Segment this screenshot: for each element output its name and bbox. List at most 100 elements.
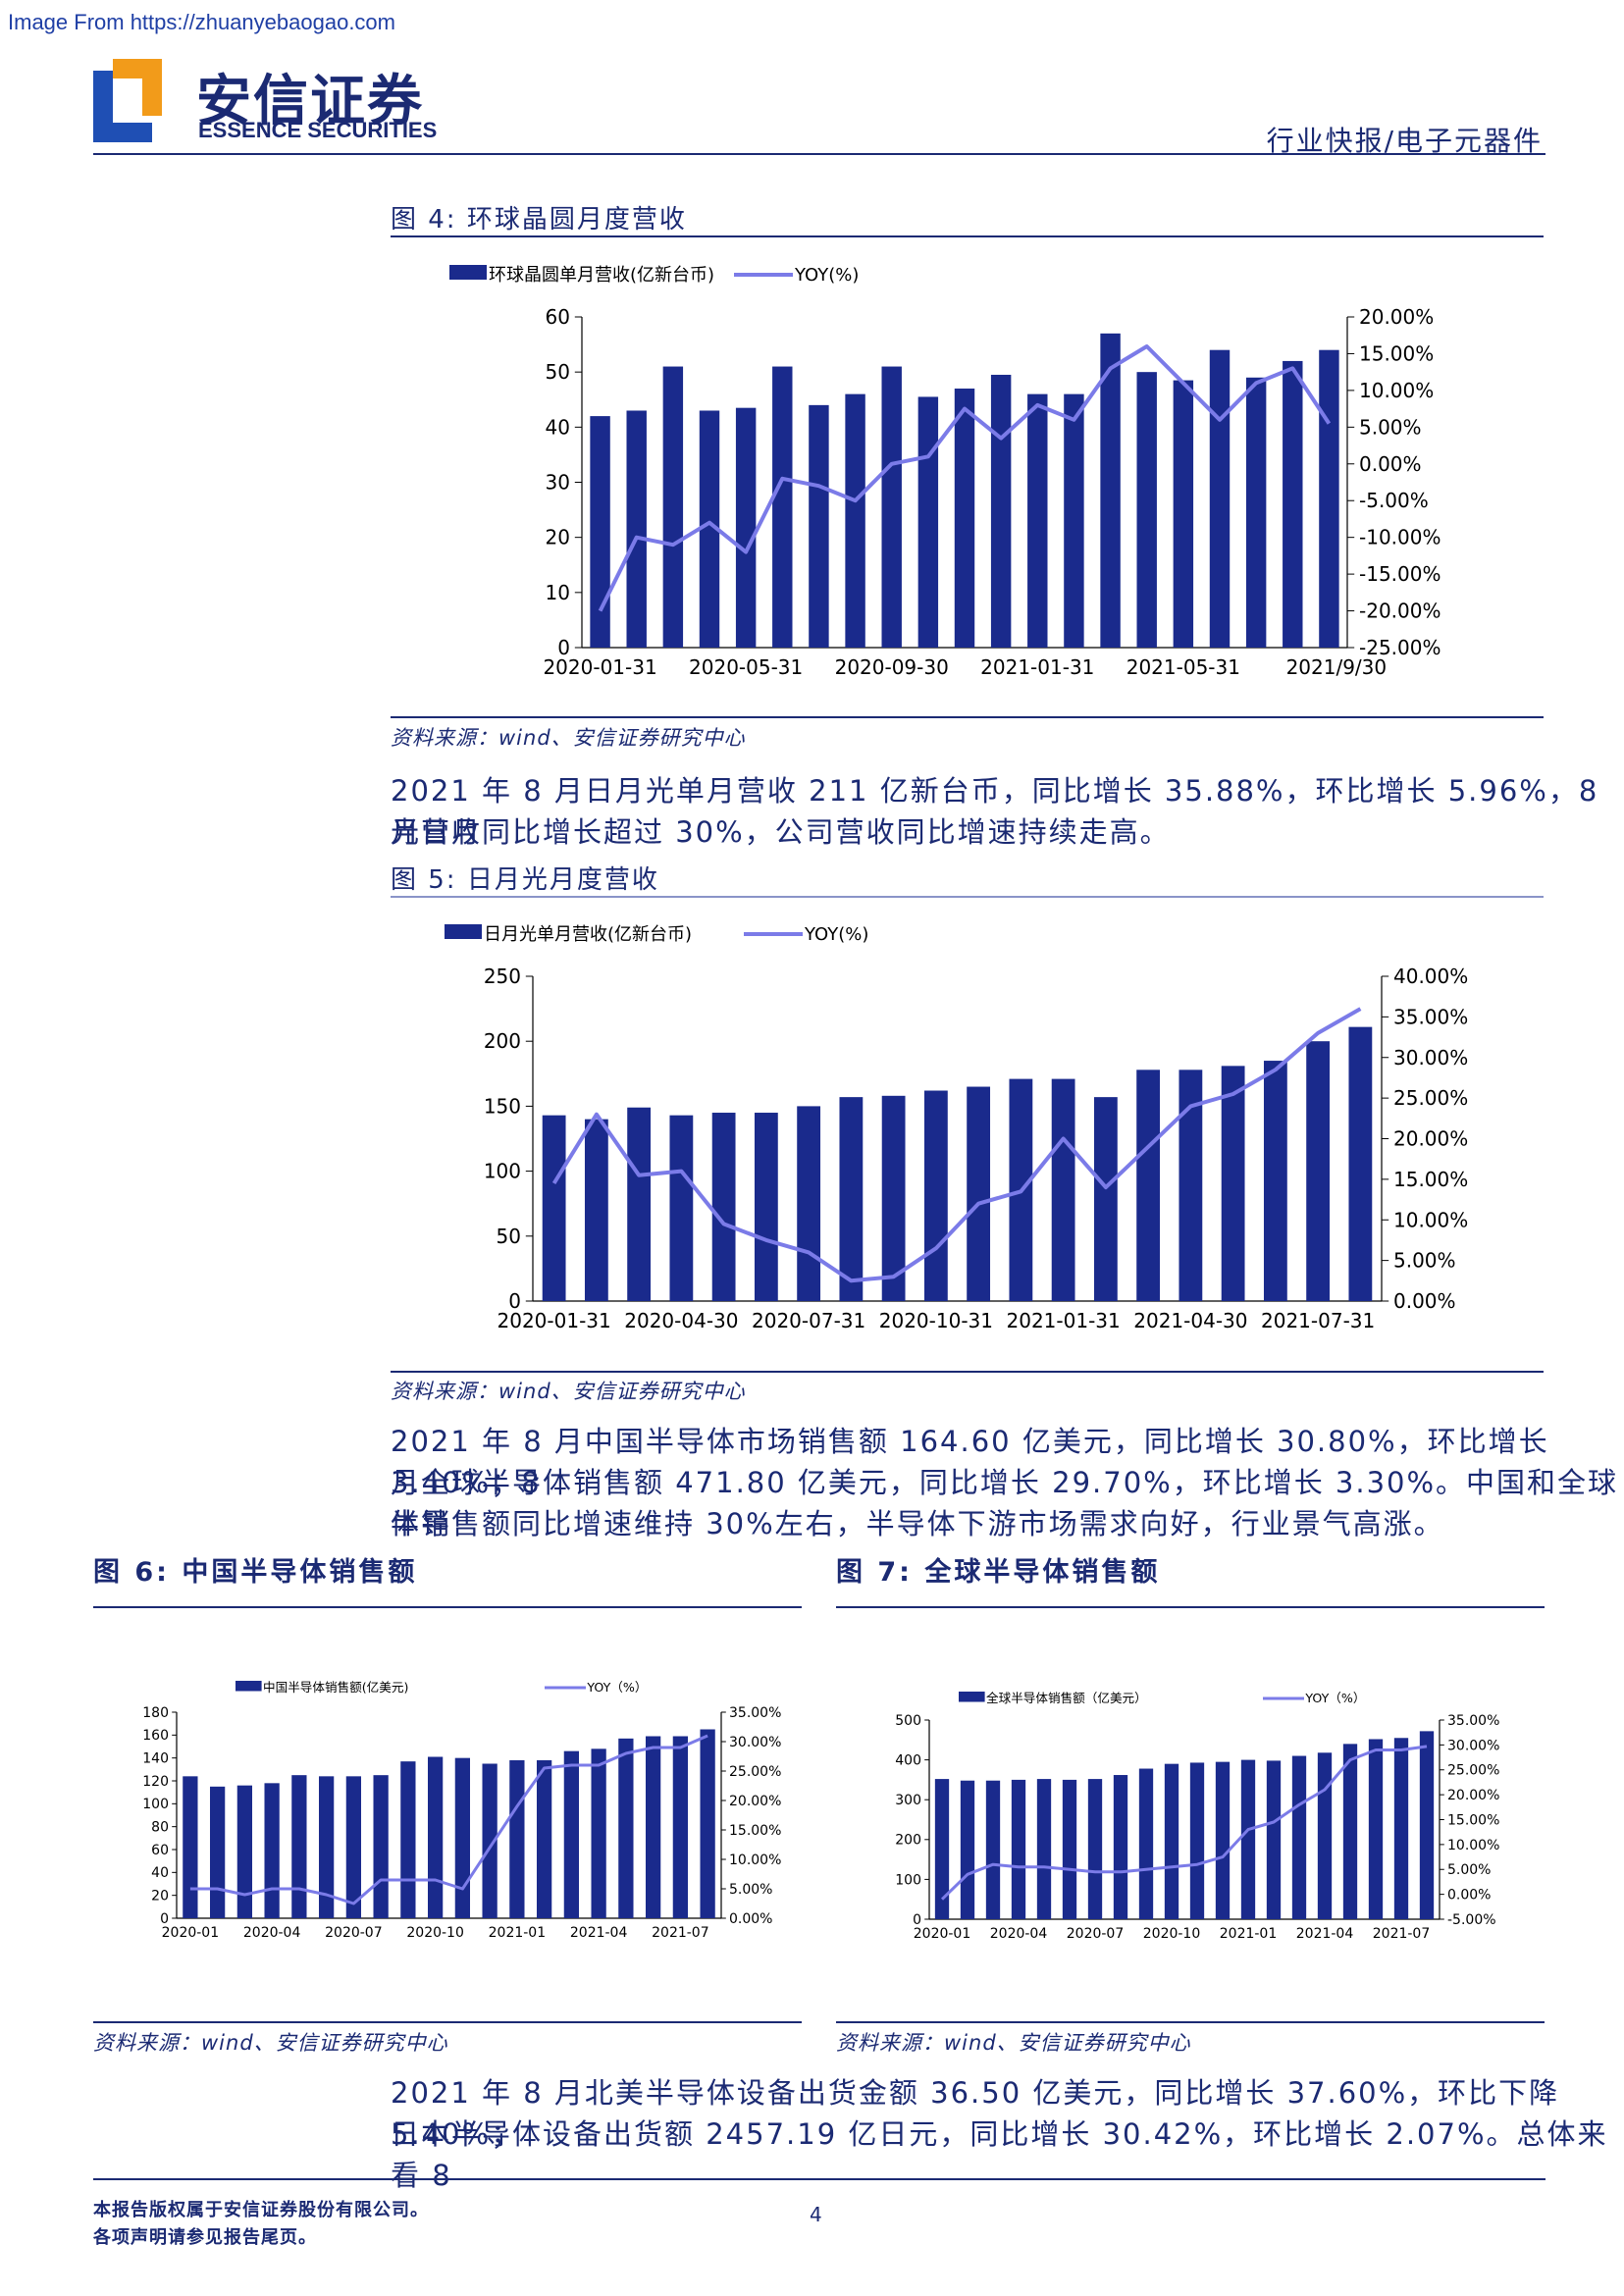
fig5-bar bbox=[1263, 1061, 1287, 1301]
paragraph-3-line-2: 日本半导体设备出货额 2457.19 亿日元，同比增长 30.42%，环比增长 … bbox=[391, 2117, 1608, 2192]
fig4-bar bbox=[590, 416, 610, 648]
fig7-bar bbox=[1266, 1760, 1282, 1919]
fig4-left-tick-label: 50 bbox=[546, 360, 570, 384]
fig5-bar bbox=[967, 1086, 991, 1301]
fig4-x-tick-label: 2020-05-31 bbox=[689, 655, 803, 679]
fig4-bar bbox=[1027, 393, 1048, 648]
fig7-right-tick-label: 25.00% bbox=[1447, 1763, 1499, 1779]
fig5-left-tick-label: 100 bbox=[484, 1160, 521, 1183]
fig4-right-tick-label: -20.00% bbox=[1359, 600, 1441, 623]
fig6-left-tick-label: 180 bbox=[142, 1705, 169, 1721]
fig7-x-tick-label: 2021-04 bbox=[1296, 1926, 1354, 1942]
fig6-title: 图 6: 中国半导体销售额 bbox=[93, 1557, 418, 1588]
fig4-left-tick-label: 0 bbox=[557, 636, 570, 659]
fig6-source: 资料来源：wind、安信证券研究中心 bbox=[93, 2031, 448, 2055]
fig4-bar bbox=[1064, 393, 1084, 648]
fig4-legend-bar-label: 环球晶圆单月营收(亿新台币) bbox=[489, 265, 714, 286]
fig7-legend-bar-label: 全球半导体销售额（亿美元） bbox=[986, 1691, 1147, 1705]
fig5-bar bbox=[711, 1113, 736, 1301]
fig6-left-tick-label: 60 bbox=[151, 1843, 169, 1858]
fig7-bar bbox=[960, 1780, 975, 1919]
fig7-left-tick-label: 0 bbox=[913, 1912, 921, 1928]
fig4-source: 资料来源：wind、安信证券研究中心 bbox=[391, 726, 746, 750]
fig7-left-tick-label: 400 bbox=[895, 1753, 921, 1769]
fig6-bar bbox=[454, 1757, 471, 1918]
fig7-x-tick-label: 2021-01 bbox=[1220, 1926, 1278, 1942]
fig5-bar bbox=[584, 1119, 608, 1301]
fig4-x-tick-label: 2020-01-31 bbox=[543, 655, 656, 679]
fig7-x-tick-label: 2020-10 bbox=[1143, 1926, 1201, 1942]
fig4-bar bbox=[699, 410, 720, 648]
fig4-bar bbox=[845, 393, 865, 648]
fig7-x-tick-label: 2021-07 bbox=[1373, 1926, 1431, 1942]
fig6-bar bbox=[209, 1786, 226, 1918]
fig5-bar bbox=[1221, 1066, 1245, 1301]
fig4-bar bbox=[1100, 333, 1121, 648]
fig4-right-tick-label: -10.00% bbox=[1359, 526, 1441, 549]
fig7-bar bbox=[1215, 1761, 1231, 1919]
fig4-legend: 环球晶圆单月营收(亿新台币) YOY(%) bbox=[449, 265, 859, 286]
fig7-x-tick-label: 2020-01 bbox=[914, 1926, 971, 1942]
page-number: 4 bbox=[810, 2203, 822, 2226]
fig6-bar bbox=[373, 1775, 389, 1918]
fig5-bar bbox=[797, 1106, 821, 1301]
fig5-top-rule bbox=[391, 896, 1544, 898]
fig5-x-tick-label: 2021-01-31 bbox=[1007, 1309, 1121, 1332]
fig6-x-tick-label: 2021-07 bbox=[652, 1925, 709, 1941]
fig6-x-tick-label: 2020-07 bbox=[325, 1925, 383, 1941]
fig6-left-tick-label: 80 bbox=[151, 1820, 169, 1836]
fig4-bar bbox=[881, 366, 902, 648]
fig4-bar bbox=[735, 407, 757, 648]
fig6-bar bbox=[345, 1776, 362, 1918]
fig6-right-tick-label: 30.00% bbox=[729, 1735, 781, 1750]
fig6-bar bbox=[264, 1783, 280, 1918]
fig4-bar bbox=[1283, 360, 1303, 648]
fig4-right-tick-label: 20.00% bbox=[1359, 305, 1434, 329]
fig5-legend: 日月光单月营收(亿新台币) YOY(%) bbox=[445, 924, 868, 945]
fig7-right-tick-label: 35.00% bbox=[1447, 1713, 1499, 1729]
fig4-left-tick-label: 30 bbox=[546, 471, 570, 495]
fig4-right-tick-label: 15.00% bbox=[1359, 341, 1434, 365]
header-divider bbox=[93, 153, 1545, 155]
fig6-x-tick-label: 2020-04 bbox=[243, 1925, 301, 1941]
fig5-title: 图 5: 日月光月度营收 bbox=[391, 865, 659, 895]
fig6-left-tick-label: 120 bbox=[142, 1774, 169, 1790]
fig5-right-tick-label: 5.00% bbox=[1393, 1249, 1456, 1273]
fig4-right-tick-label: 5.00% bbox=[1359, 415, 1422, 439]
fig7-right-tick-label: 0.00% bbox=[1447, 1888, 1491, 1904]
fig6-bottom-rule bbox=[93, 2021, 802, 2023]
fig6-bar bbox=[672, 1736, 689, 1918]
fig6-x-tick-label: 2021-01 bbox=[489, 1925, 547, 1941]
fig4-legend-line-label: YOY(%) bbox=[794, 265, 859, 286]
fig6-legend-bar-label: 中国半导体销售额(亿美元) bbox=[263, 1680, 408, 1695]
fig7-right-tick-label: -5.00% bbox=[1447, 1912, 1496, 1928]
watermark-text: Image From https://zhuanyebaogao.com bbox=[8, 10, 395, 34]
fig6-left-tick-label: 0 bbox=[160, 1911, 169, 1927]
fig6-left-tick-label: 40 bbox=[151, 1865, 169, 1881]
fig5-x-tick-label: 2020-07-31 bbox=[752, 1309, 865, 1332]
fig7-right-tick-label: 20.00% bbox=[1447, 1788, 1499, 1803]
fig7-bar bbox=[1291, 1755, 1307, 1919]
fig7-legend-bar-swatch bbox=[959, 1692, 985, 1702]
paragraph-1-line-1: 2021 年 8 月日月光单月营收 211 亿新台币，同比增长 35.88%，环… bbox=[391, 774, 1599, 849]
fig7-right-tick-label: 15.00% bbox=[1447, 1812, 1499, 1828]
fig7-bar bbox=[1342, 1744, 1358, 1919]
fig5-left-tick-label: 150 bbox=[484, 1094, 521, 1118]
fig7-left-tick-label: 500 bbox=[895, 1713, 921, 1729]
fig4-chart: 环球晶圆单月营收(亿新台币) YOY(%) 60 50 40 30 20 10 0 20.00% 1… bbox=[449, 265, 1441, 679]
fig4-yoy-line bbox=[598, 344, 1332, 612]
fig4-bar bbox=[917, 396, 939, 648]
paragraph-3-line-1: 2021 年 8 月北美半导体设备出货金额 36.50 亿美元，同比增长 37.… bbox=[391, 2076, 1560, 2151]
fig5-right-tick-label: 35.00% bbox=[1393, 1005, 1468, 1028]
fig5-bar bbox=[669, 1115, 694, 1301]
fig4-legend-bar-swatch bbox=[449, 265, 487, 280]
fig4-x-tick-label: 2021-01-31 bbox=[980, 655, 1094, 679]
fig4-bar bbox=[1319, 349, 1339, 648]
fig7-bar bbox=[934, 1779, 950, 1919]
logo-en: ESSENCE SECURITIES bbox=[198, 118, 438, 142]
fig4-bar bbox=[1136, 372, 1157, 648]
fig7-bar bbox=[1189, 1762, 1205, 1919]
fig4-left-tick-label: 60 bbox=[546, 305, 570, 329]
fig6-bar bbox=[291, 1775, 307, 1918]
fig5-legend-bar-swatch bbox=[445, 924, 482, 939]
